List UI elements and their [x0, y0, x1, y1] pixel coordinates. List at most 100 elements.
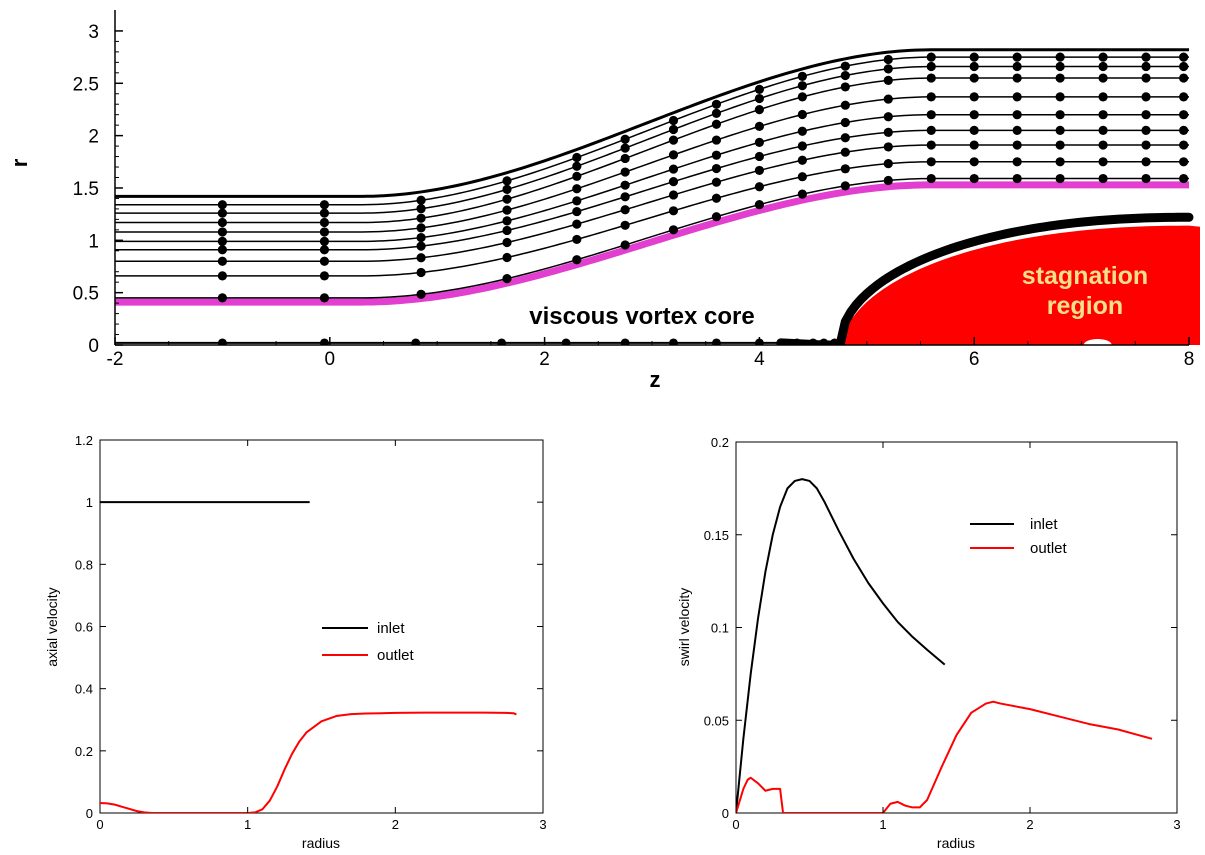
axial-y-tick-label-5: 1: [86, 495, 93, 510]
streamline-4-marker-13: [926, 92, 936, 102]
streamline-7-marker-13: [926, 140, 936, 150]
streamline-5-marker-12: [883, 112, 893, 122]
axial-y-tick-label-6: 1.2: [75, 433, 93, 448]
streamline-8-marker-5: [572, 234, 582, 245]
stagnation-region-fill: [823, 225, 1200, 345]
streamline-8-marker-7: [668, 206, 679, 216]
streamline-3-marker-17: [1098, 73, 1108, 83]
streamline-6-marker-9: [754, 151, 765, 162]
top-x-tick-label-4: 6: [969, 349, 980, 370]
streamline-4-marker-6: [620, 167, 630, 177]
streamline-plot: -2 0 2 4 6 8 0 0.5 1 1.5 2 2.5 3 viscous vortex core…: [7, 10, 1200, 392]
streamline-3-marker-2: [319, 217, 330, 228]
streamline-5-marker-3: [416, 232, 426, 243]
streamline-4-marker-8: [711, 135, 722, 145]
streamline-7-marker-6: [620, 205, 630, 215]
streamline-5-marker-15: [1012, 110, 1022, 120]
streamline-2-marker-5: [572, 161, 582, 171]
swirl-legend: inlet outlet: [970, 516, 1068, 557]
streamline-3-marker-14: [969, 73, 979, 83]
streamline-8-marker-8: [711, 193, 722, 203]
axis-marker-13: [819, 338, 829, 345]
streamline-2-marker-15: [1012, 61, 1022, 72]
streamline-9-marker-4: [502, 274, 512, 284]
streamline-8-marker-19: [1179, 157, 1189, 167]
axis-marker-7: [669, 338, 678, 345]
region-annotation: region: [1047, 292, 1123, 320]
streamline-9-marker-9: [754, 200, 765, 210]
streamline-4-marker-18: [1141, 92, 1151, 102]
streamline-3-marker-16: [1055, 73, 1065, 83]
streamline-2-marker-17: [1098, 61, 1108, 72]
streamline-5-marker-4: [502, 216, 512, 226]
streamline-4-marker-7: [668, 150, 679, 160]
streamline-3-marker-15: [1012, 73, 1022, 83]
streamline-8-marker-14: [969, 157, 979, 167]
axial-y-axis-title: axial velocity: [44, 587, 60, 666]
top-y-tick-label-1: 0.5: [73, 284, 99, 305]
streamline-4-marker-3: [416, 223, 426, 233]
streamline-5-marker-10: [797, 126, 807, 136]
streamline-8-marker-18: [1141, 157, 1151, 167]
streamline-2-marker-14: [969, 61, 979, 72]
axial-y-tick-label-4: 0.8: [75, 557, 93, 572]
axis-marker-14: [830, 338, 839, 345]
streamline-4-marker-19: [1179, 92, 1189, 102]
streamline-6-marker-16: [1055, 125, 1065, 135]
axis-marker-5: [561, 338, 571, 345]
streamline-8-marker-3: [416, 267, 426, 278]
top-x-tick-label-3: 4: [754, 349, 765, 370]
axial-legend: inlet outlet: [322, 620, 415, 664]
streamline-3-marker-4: [502, 194, 512, 204]
streamline-3-marker-9: [754, 104, 765, 115]
streamline-2-marker-16: [1055, 61, 1065, 72]
streamline-7-marker-11: [840, 147, 850, 157]
axial-y-tick-label-0: 0: [86, 806, 93, 821]
streamline-5-marker-8: [711, 150, 722, 160]
streamline-2-marker-6: [620, 143, 630, 153]
streamline-6: [115, 129, 1189, 251]
streamline-6-marker-3: [416, 241, 426, 251]
streamline-1-marker-6: [620, 134, 630, 144]
streamline-7-marker-8: [711, 177, 722, 187]
streamline-2-marker-11: [840, 70, 850, 81]
axis-marker-8: [712, 338, 721, 345]
streamline-3-marker-12: [883, 75, 893, 85]
streamline-2-marker-1: [217, 208, 227, 218]
axial-y-tick-label-1: 0.2: [75, 744, 93, 759]
axial-series: [100, 501, 517, 813]
streamline-1-marker-14: [969, 52, 979, 62]
streamline-6-marker-14: [969, 125, 979, 135]
streamline-markers: [217, 52, 1189, 345]
stagnation-bubble: [1083, 339, 1112, 345]
top-y-tick-label-4: 2: [88, 127, 99, 148]
streamline-9-marker-5: [572, 255, 582, 265]
streamline-8-marker-11: [840, 164, 850, 174]
core-boundary-line: [115, 181, 1189, 306]
streamline-9-marker-18: [1141, 173, 1151, 184]
streamline-9-marker-19: [1179, 173, 1189, 184]
streamline-9-marker-12: [883, 175, 893, 186]
streamline-4-marker-12: [883, 94, 893, 104]
streamline-4-marker-10: [797, 109, 807, 120]
streamline-5: [115, 113, 1189, 243]
axial-x-tick-label-1: 1: [244, 817, 251, 832]
streamline-1-marker-10: [797, 71, 807, 81]
streamline-4-marker-5: [572, 184, 582, 194]
swirl-x-tick-label-0: 0: [732, 817, 739, 832]
streamline-2-marker-7: [668, 124, 679, 135]
top-y-tick-label-3: 1.5: [73, 179, 99, 200]
swirl-y-tick-label-1: 0.05: [704, 713, 729, 728]
streamline-3-marker-11: [840, 82, 850, 92]
swirl-ticks: 0 1 2 3 0 0.05 0.1 0.15 0.2: [704, 435, 1181, 832]
swirl-x-axis-title: radius: [937, 835, 975, 851]
streamline-1-marker-1: [217, 200, 227, 210]
streamline-1-marker-16: [1055, 52, 1065, 62]
outer-wall-line: [115, 48, 1189, 198]
streamline-4-marker-16: [1055, 92, 1065, 102]
streamline-3-marker-1: [217, 217, 227, 228]
streamline-4-marker-17: [1098, 92, 1108, 102]
streamline-2-marker-18: [1141, 61, 1151, 72]
streamline-6-marker-10: [797, 141, 807, 151]
